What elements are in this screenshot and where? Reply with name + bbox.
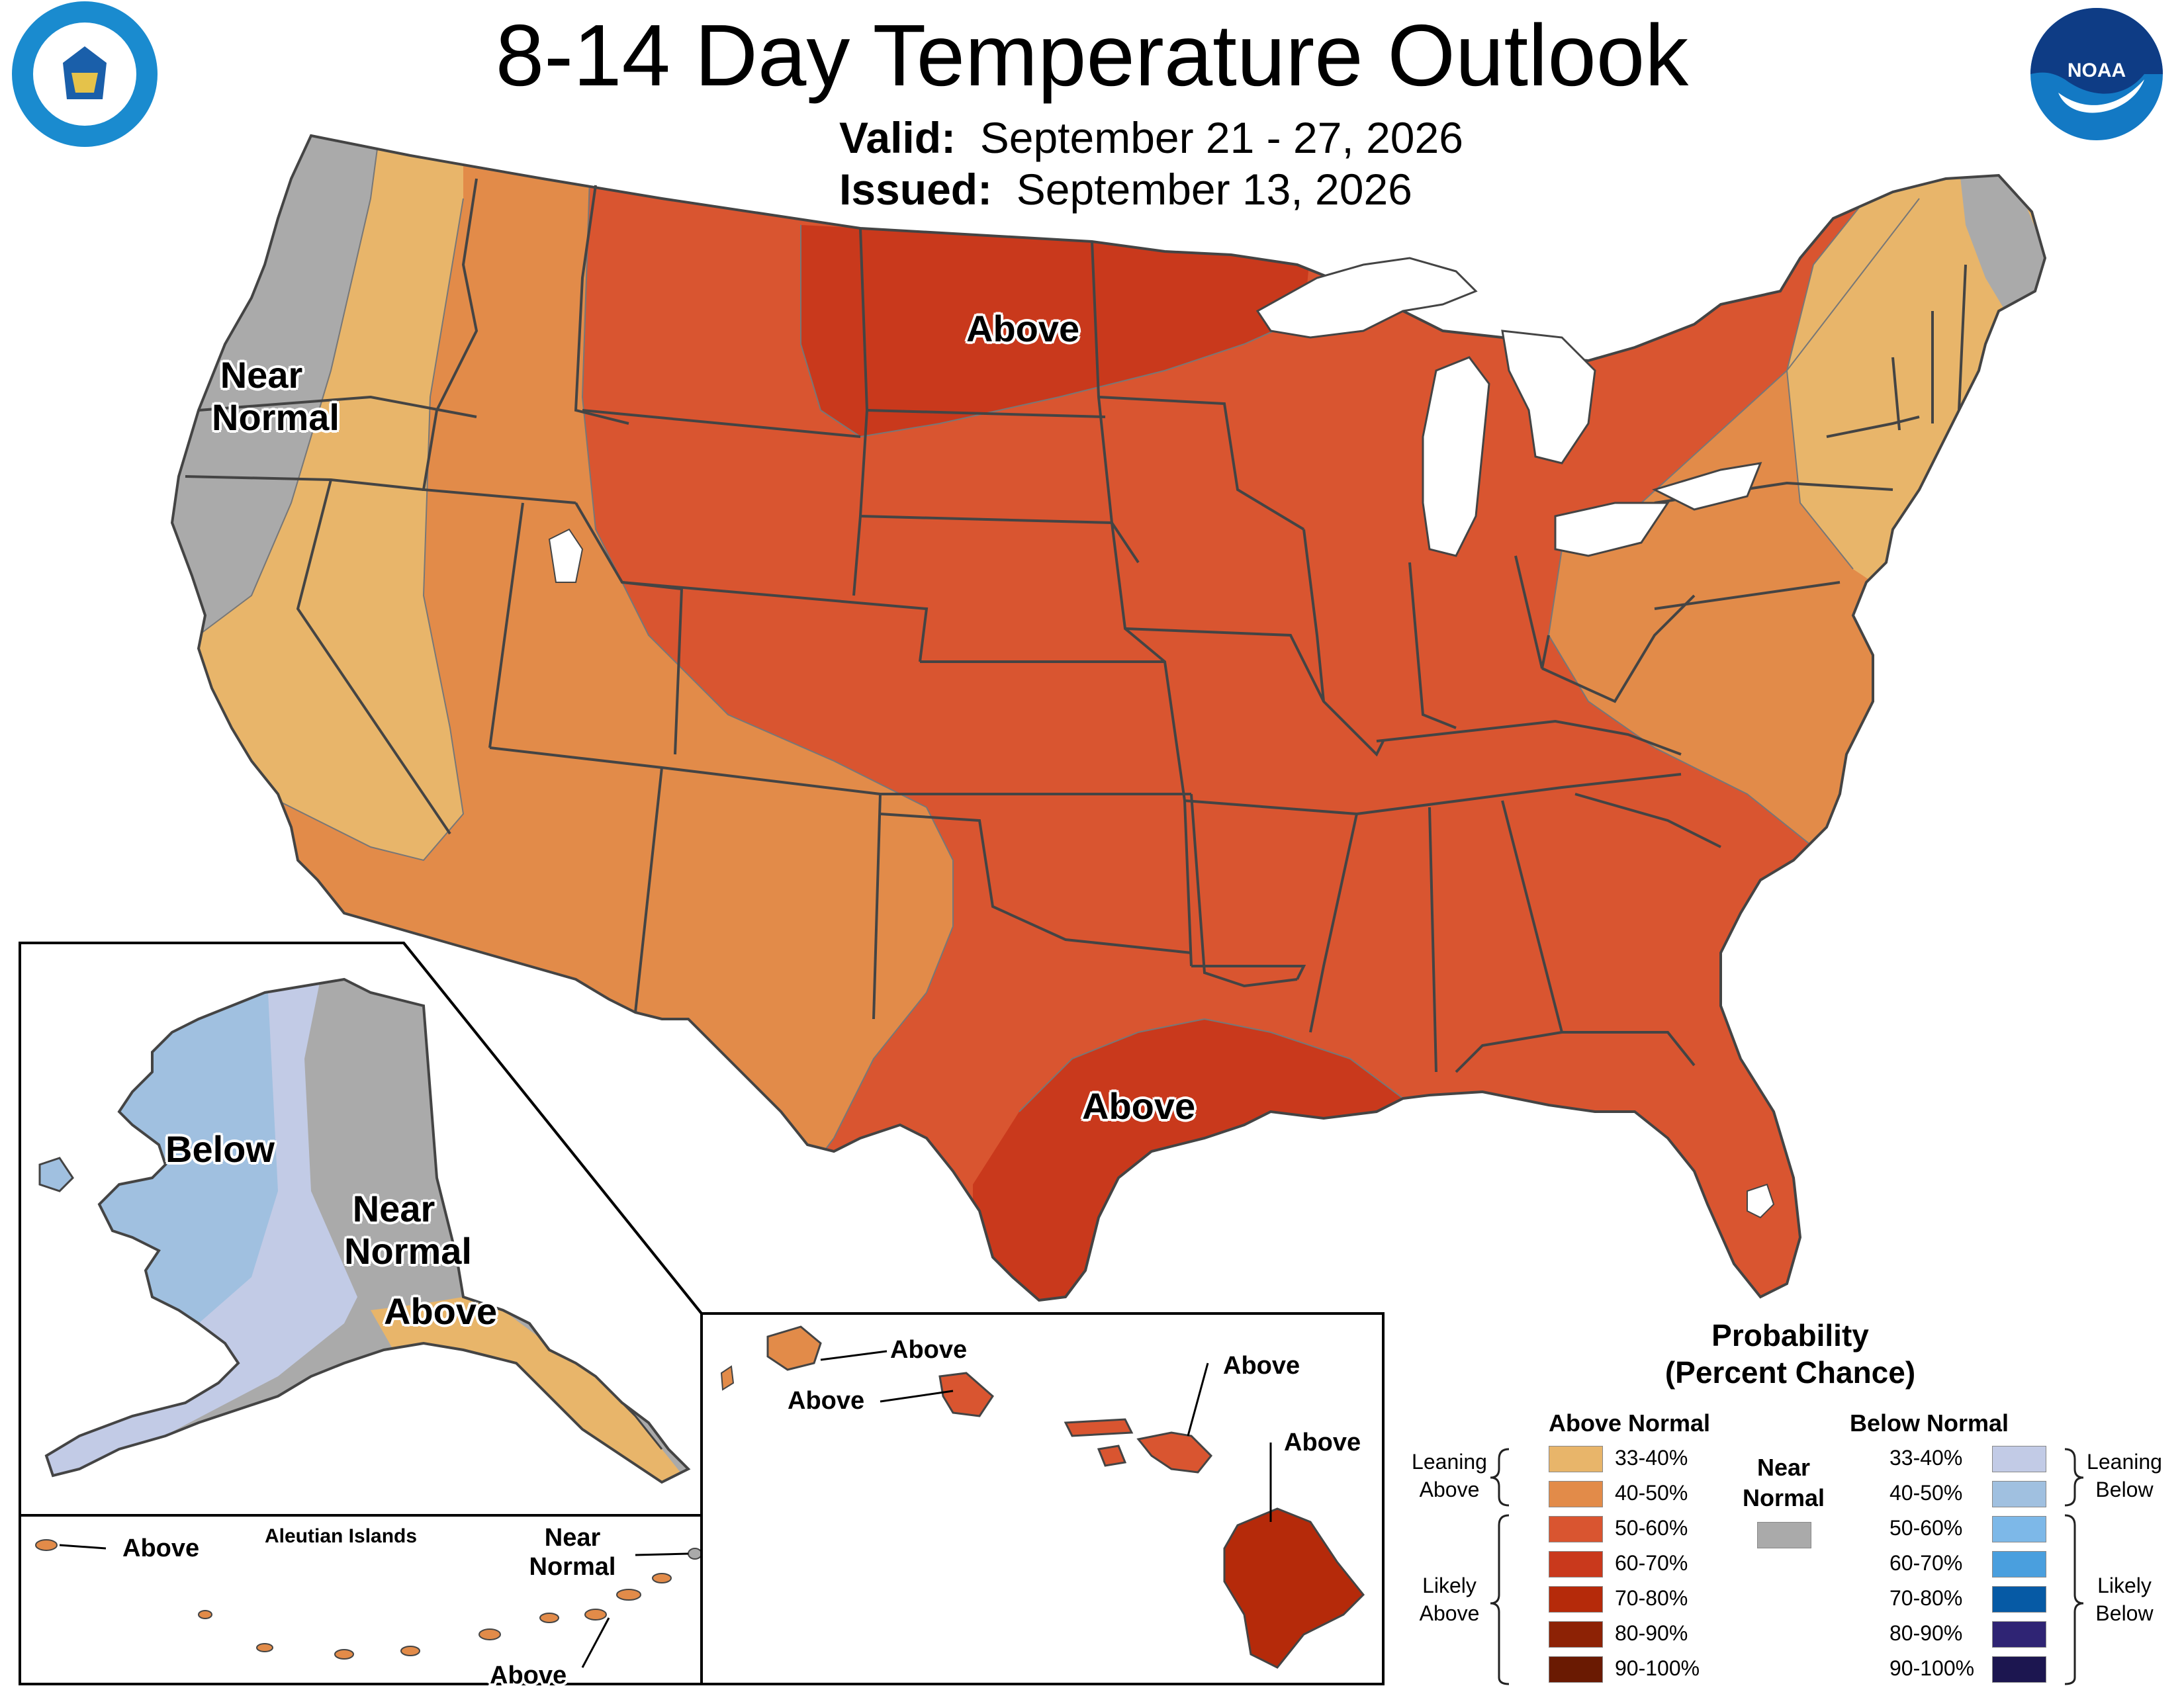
legend-swatch-above-1 xyxy=(1549,1446,1603,1472)
alaska-below-label: Below xyxy=(165,1128,275,1170)
conus-above-north-label: Above xyxy=(966,308,1080,349)
legend-swatch-below-2 xyxy=(1992,1481,2046,1507)
legend-swatch-below-6 xyxy=(1992,1621,2046,1648)
legend-likely-below: Likely Below xyxy=(2095,1574,2154,1625)
legend-swatch-below-7 xyxy=(1992,1656,2046,1683)
legend-swatch-above-5 xyxy=(1549,1586,1603,1613)
page-title: 8-14 Day Temperature Outlook xyxy=(495,7,1689,104)
st-lawrence-island xyxy=(38,1157,74,1192)
valid-value: September 21 - 27, 2026 xyxy=(979,113,1463,162)
legend-range-above-5: 70-80% xyxy=(1615,1586,1688,1610)
noaa-logo-text: NOAA xyxy=(2067,60,2126,81)
legend-range-above-4: 60-70% xyxy=(1615,1551,1688,1575)
aleutian-above-west-label: Above xyxy=(122,1534,200,1562)
niihau xyxy=(720,1365,735,1391)
legend-above-header: Above Normal xyxy=(1549,1409,1711,1437)
legend-swatch-below-5 xyxy=(1992,1586,2046,1613)
legend-leaning-above: Leaning Above xyxy=(1412,1450,1487,1501)
legend-swatch-near-normal xyxy=(1757,1522,1811,1548)
legend-range-above-2: 40-50% xyxy=(1615,1481,1688,1505)
legend-range-below-1: 33-40% xyxy=(1889,1446,1963,1470)
great-lakes xyxy=(1255,257,1762,557)
great-salt-lake xyxy=(548,528,584,583)
alaska-near-normal-label: Near Normal xyxy=(344,1188,472,1272)
hawaii-big-island-label: Above xyxy=(1284,1429,1361,1456)
hawaii-oahu-label: Above xyxy=(788,1387,865,1415)
legend-range-below-5: 70-80% xyxy=(1889,1586,1963,1610)
legend-range-below-7: 90-100% xyxy=(1889,1656,1975,1680)
issued-label: Issued: xyxy=(839,165,993,214)
conus-above-south-label: Above xyxy=(1082,1085,1196,1127)
state-boundaries xyxy=(170,134,2047,1302)
legend-swatch-above-6 xyxy=(1549,1621,1603,1648)
legend-range-below-2: 40-50% xyxy=(1889,1481,1963,1505)
legend-likely-above: Likely Above xyxy=(1419,1574,1480,1625)
big-island xyxy=(1223,1507,1365,1669)
legend-title: Probability (Percent Chance) xyxy=(1664,1318,1916,1390)
legend-range-above-7: 90-100% xyxy=(1615,1656,1700,1680)
aleutian-title: Aleutian Islands xyxy=(265,1525,418,1547)
issued-line: Issued: September 13, 2026 xyxy=(839,164,1412,214)
hawaii-maui-label: Above xyxy=(1223,1352,1300,1380)
legend-swatch-above-4 xyxy=(1549,1551,1603,1578)
lanai xyxy=(1097,1445,1127,1467)
conus-near-normal-label: Near Normal xyxy=(212,354,340,438)
probability-legend: Probability (Percent Chance) Above Normal… xyxy=(1396,1317,2184,1687)
zone-above-60-70-south xyxy=(973,1019,1403,1300)
valid-line: Valid: September 21 - 27, 2026 xyxy=(839,112,1463,163)
kauai xyxy=(766,1325,822,1371)
alaska-outline xyxy=(44,977,691,1484)
aleutian-above-east-label: Above xyxy=(490,1662,567,1689)
oahu xyxy=(938,1372,994,1417)
issued-value: September 13, 2026 xyxy=(1016,165,1412,214)
legend-swatch-below-4 xyxy=(1992,1551,2046,1578)
legend-braces xyxy=(1490,1448,2084,1685)
legend-swatch-above-2 xyxy=(1549,1481,1603,1507)
hawaii-inset xyxy=(700,1312,1385,1685)
noaa-logo xyxy=(2030,8,2163,140)
commerce-seal xyxy=(12,1,158,147)
legend-near-normal-header: Near Normal xyxy=(1742,1454,1825,1511)
legend-swatch-above-3 xyxy=(1549,1516,1603,1542)
legend-leaning-below: Leaning Below xyxy=(2087,1450,2162,1501)
alaska-above-label: Above xyxy=(384,1290,498,1332)
legend-range-below-6: 80-90% xyxy=(1889,1621,1963,1645)
aleutian-near-normal-label: Near Normal xyxy=(529,1524,616,1581)
legend-range-above-3: 50-60% xyxy=(1615,1516,1688,1540)
legend-below-header: Below Normal xyxy=(1850,1409,2009,1437)
legend-range-above-1: 33-40% xyxy=(1615,1446,1688,1470)
lake-okeechobee xyxy=(1747,1183,1775,1219)
valid-label: Valid: xyxy=(839,113,956,162)
aleutian-islands xyxy=(35,1539,672,1660)
legend-range-below-3: 50-60% xyxy=(1889,1516,1963,1540)
legend-range-above-6: 80-90% xyxy=(1615,1621,1688,1645)
molokai xyxy=(1064,1418,1134,1437)
legend-swatch-below-1 xyxy=(1992,1446,2046,1472)
hawaii-kauai-label: Above xyxy=(890,1336,968,1364)
legend-swatch-above-7 xyxy=(1549,1656,1603,1683)
maui xyxy=(1136,1431,1213,1474)
zone-above-60-70-north xyxy=(801,225,1310,437)
legend-swatch-below-3 xyxy=(1992,1516,2046,1542)
legend-range-below-4: 60-70% xyxy=(1889,1551,1963,1575)
